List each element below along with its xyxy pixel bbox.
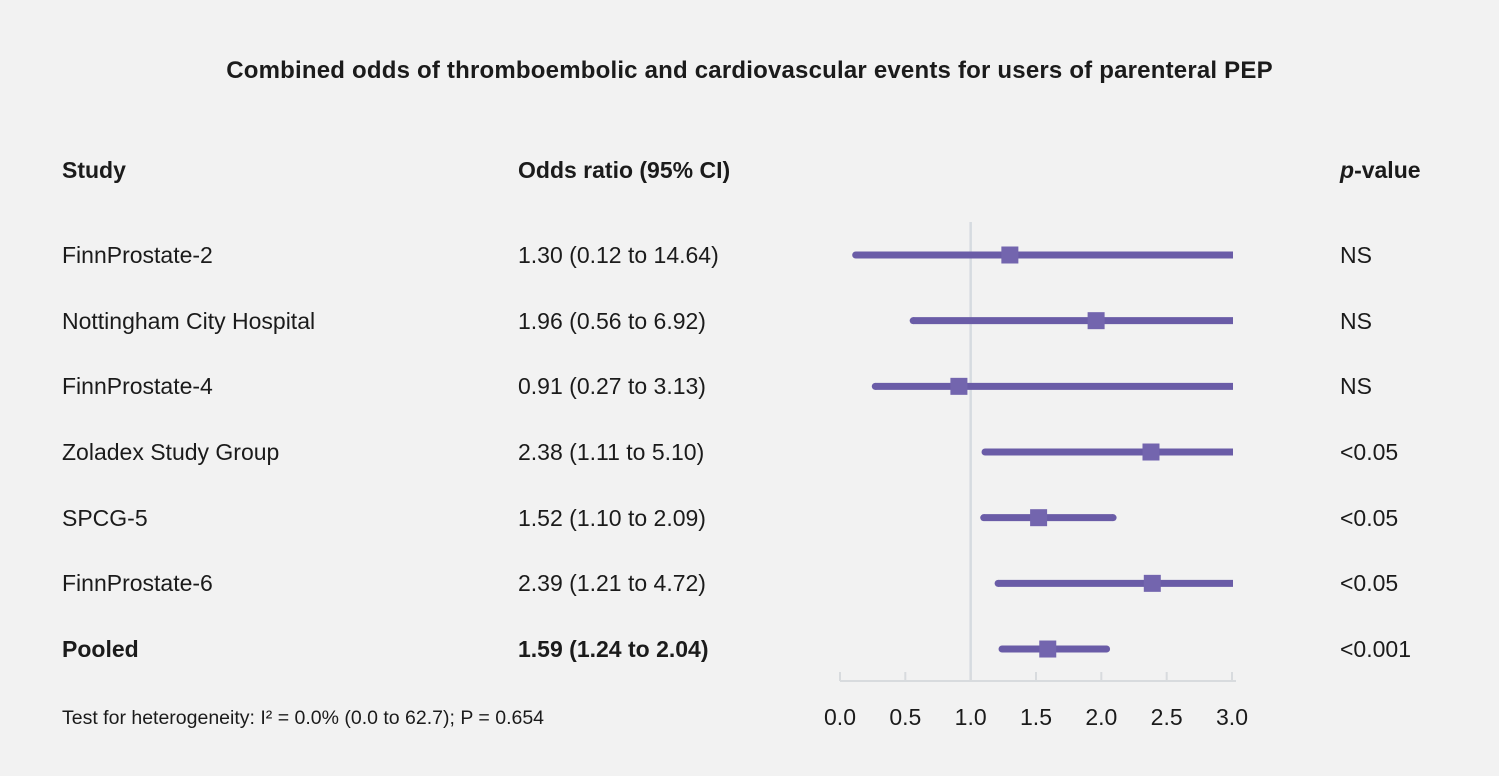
odds-ratio-marker [1087, 312, 1105, 330]
x-axis-tick-label: 0.0 [824, 704, 856, 730]
study-name: Zoladex Study Group [62, 439, 280, 465]
odds-ratio-ci-text: 2.39 (1.21 to 4.72) [518, 570, 706, 596]
p-value-text: NS [1340, 242, 1372, 268]
x-axis-tick-label: 2.5 [1150, 704, 1183, 730]
study-name: FinnProstate-4 [62, 373, 213, 399]
chart-title: Combined odds of thromboembolic and card… [226, 57, 1273, 84]
odds-ratio-ci-text: 1.30 (0.12 to 14.64) [518, 242, 719, 268]
odds-ratio-ci-text: 0.91 (0.27 to 3.13) [518, 373, 706, 399]
column-header-study: Study [62, 157, 126, 183]
p-value-text: NS [1340, 308, 1372, 334]
heterogeneity-note: Test for heterogeneity: I² = 0.0% (0.0 t… [62, 707, 545, 729]
column-header-odds-ratio: Odds ratio (95% CI) [518, 157, 731, 183]
ci-cap-left [998, 645, 1006, 653]
odds-ratio-marker [1001, 246, 1019, 264]
ci-cap-right [1103, 645, 1111, 653]
ci-cap-left [980, 514, 988, 522]
ci-cap-left [909, 317, 917, 325]
odds-ratio-ci-text: 2.38 (1.11 to 5.10) [518, 439, 705, 465]
ci-cap-left [852, 251, 860, 259]
study-name: FinnProstate-2 [62, 242, 213, 268]
study-name: SPCG-5 [62, 505, 148, 531]
odds-ratio-ci-text: 1.59 (1.24 to 2.04) [518, 636, 709, 662]
p-value-text: <0.05 [1340, 439, 1399, 465]
x-axis-tick-label: 0.5 [889, 704, 922, 730]
p-value-text: NS [1340, 373, 1372, 399]
x-axis-tick-label: 1.5 [1020, 704, 1052, 730]
ci-cap-left [871, 382, 879, 390]
odds-ratio-marker [1039, 640, 1057, 658]
p-value-text: <0.05 [1340, 505, 1399, 531]
ci-cap-left [981, 448, 989, 456]
odds-ratio-marker [950, 377, 968, 395]
odds-ratio-ci-text: 1.52 (1.10 to 2.09) [518, 505, 706, 531]
study-name: FinnProstate-6 [62, 570, 213, 596]
ci-cap-left [994, 579, 1002, 587]
x-axis-tick-label: 1.0 [954, 704, 987, 730]
p-value-rest: -value [1354, 157, 1421, 183]
x-axis-tick-label: 3.0 [1216, 704, 1248, 730]
column-header-p-value: p-value [1340, 154, 1421, 186]
x-axis-tick-label: 2.0 [1085, 704, 1118, 730]
p-value-italic-p: p [1340, 157, 1355, 183]
odds-ratio-ci-text: 1.96 (0.56 to 6.92) [518, 308, 706, 334]
study-name: Pooled [62, 636, 139, 662]
odds-ratio-marker [1030, 509, 1048, 527]
ci-cap-right [1109, 514, 1117, 522]
p-value-text: <0.05 [1340, 570, 1399, 596]
odds-ratio-marker [1142, 443, 1160, 461]
study-name: Nottingham City Hospital [62, 308, 316, 334]
p-value-text: <0.001 [1340, 636, 1411, 662]
odds-ratio-marker [1143, 574, 1161, 592]
